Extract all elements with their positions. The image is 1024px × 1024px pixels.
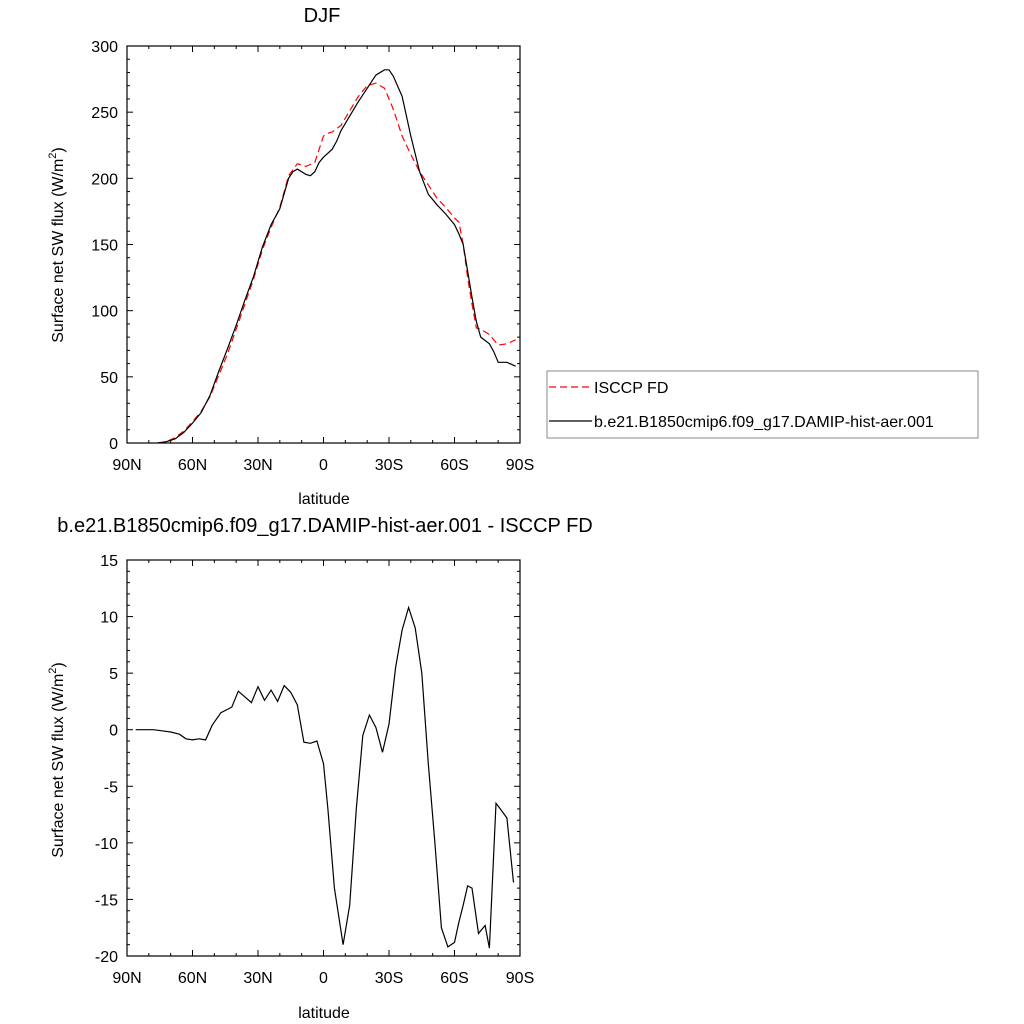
top-y-tick-label: 0 [109,436,118,453]
top-x-axis-label: latitude [298,491,350,508]
bottom-x-tick-label: 60S [440,970,468,987]
top-chart: DJF 90N 60N 30N 0 30S 60S 90S 0 50 100 150 200 250 3… [47,5,979,508]
top-y-tick-label: 50 [100,370,118,387]
top-series-lines [157,69,516,444]
top-series-line-1 [157,69,516,444]
bottom-chart-title: b.e21.B1850cmip6.f09_g17.DAMIP-hist-aer.… [57,515,592,537]
top-x-axis: 90N 60N 30N 0 30S 60S 90S [112,46,534,474]
top-x-tick-label: 60S [440,457,468,474]
top-y-tick-label: 200 [91,171,118,188]
legend-label-isccp: ISCCP FD [594,380,668,397]
bottom-y-tick-label: -10 [95,836,118,853]
bottom-y-tick-label: -20 [95,949,118,966]
bottom-y-tick-label: -5 [104,779,118,796]
bottom-x-axis-label: latitude [298,1005,350,1022]
legend: ISCCP FD b.e21.B1850cmip6.f09_g17.DAMIP-… [546,370,979,439]
bottom-chart: b.e21.B1850cmip6.f09_g17.DAMIP-hist-aer.… [47,515,593,1022]
legend-box [546,370,979,439]
bottom-y-axis-label: Surface net SW flux (W/m2) [47,662,67,858]
bottom-y-tick-label: 10 [100,610,118,627]
top-y-axis: 0 50 100 150 200 250 300 [91,39,520,453]
top-y-tick-label: 100 [91,304,118,321]
top-x-tick-label: 30N [243,457,272,474]
top-x-tick-label: 90S [506,457,534,474]
bottom-series-lines [135,605,515,949]
bottom-x-tick-label: 30S [375,970,403,987]
top-y-axis-label: Surface net SW flux (W/m2) [47,147,67,343]
bottom-y-tick-label: 5 [109,666,118,683]
top-plot-frame [126,45,521,444]
top-x-tick-label: 30S [375,457,403,474]
bottom-x-axis: 90N 60N 30N 0 30S 60S 90S [112,560,534,987]
bottom-x-tick-label: 30N [243,970,272,987]
bottom-y-axis: -20 -15 -10 -5 0 5 10 15 [95,553,520,966]
top-x-tick-label: 0 [319,457,328,474]
bottom-x-tick-label: 0 [319,970,328,987]
bottom-series-line-0 [135,605,515,949]
top-y-tick-label: 300 [91,39,118,56]
bottom-x-tick-label: 60N [178,970,207,987]
bottom-y-tick-label: -15 [95,892,118,909]
top-series-line-0 [157,82,516,444]
top-x-tick-label: 90N [112,457,141,474]
top-y-tick-label: 250 [91,105,118,122]
bottom-x-tick-label: 90N [112,970,141,987]
top-x-tick-label: 60N [178,457,207,474]
bottom-y-tick-label: 15 [100,553,118,570]
bottom-plot-frame [126,559,521,957]
top-y-tick-label: 150 [91,238,118,255]
legend-label-model: b.e21.B1850cmip6.f09_g17.DAMIP-hist-aer.… [594,414,934,431]
bottom-x-tick-label: 90S [506,970,534,987]
bottom-y-tick-label: 0 [109,723,118,740]
top-chart-title: DJF [304,5,341,27]
